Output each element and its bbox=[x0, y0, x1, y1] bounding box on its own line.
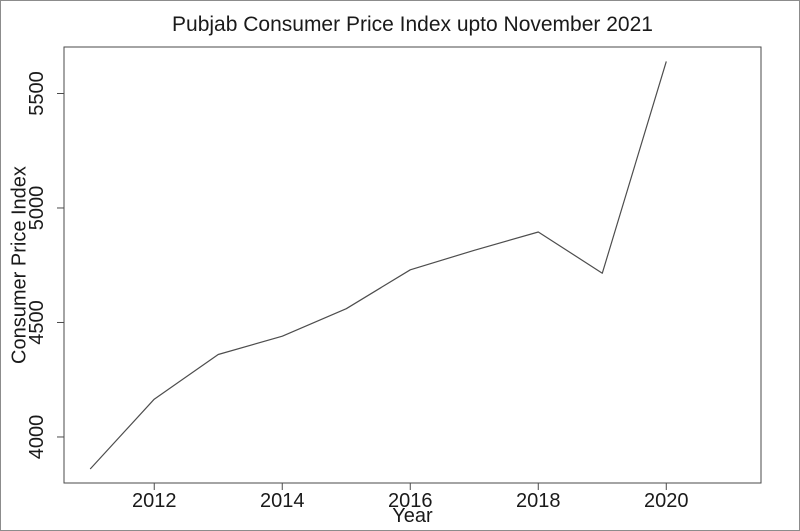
x-tick-label: 2014 bbox=[260, 490, 305, 512]
x-tick-label: 2012 bbox=[132, 490, 177, 512]
x-axis-label: Year bbox=[392, 505, 433, 527]
y-tick-label: 5500 bbox=[26, 71, 48, 116]
x-tick-label: 2016 bbox=[388, 490, 433, 512]
cpi-line bbox=[89, 61, 667, 470]
plot-box bbox=[63, 46, 762, 484]
x-tick-label: 2020 bbox=[644, 490, 689, 512]
x-tick-label: 2018 bbox=[516, 490, 561, 512]
y-tick-label: 5000 bbox=[26, 186, 48, 231]
y-tick-label: 4500 bbox=[26, 300, 48, 345]
y-tick-label: 4000 bbox=[26, 415, 48, 460]
chart-title: Pubjab Consumer Price Index upto Novembe… bbox=[172, 13, 653, 36]
